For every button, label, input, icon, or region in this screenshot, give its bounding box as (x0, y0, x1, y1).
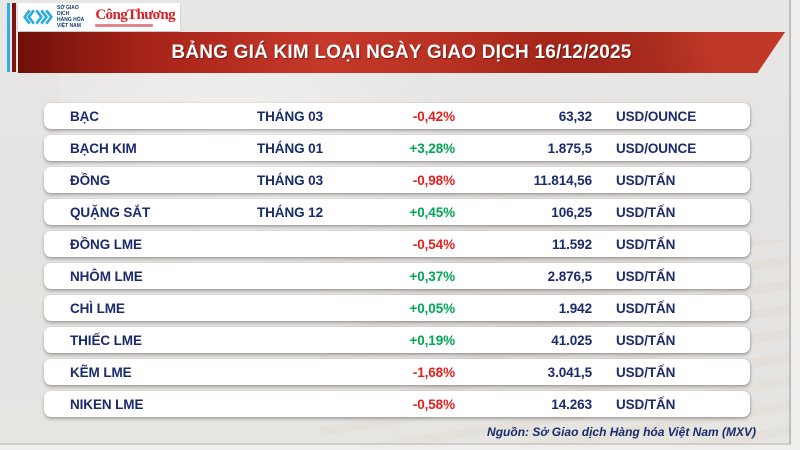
metal-name: KẼM LME (70, 364, 132, 380)
change-percent: +3,28% (409, 140, 455, 156)
metal-name: NHÔM LME (70, 268, 143, 284)
price-unit: USD/TẤN (616, 300, 676, 316)
mxv-wordmark-line: SỞ GIAO DỊCH (57, 5, 79, 17)
metal-name: ĐỒNG (70, 172, 111, 188)
price-value: 1.942 (558, 300, 592, 316)
card-edge (789, 0, 791, 444)
contract-month: THÁNG 03 (257, 172, 323, 188)
title-banner: BẢNG GIÁ KIM LOẠI NGÀY GIAO DỊCH 16/12/2… (18, 32, 785, 73)
price-value: 3.041,5 (547, 364, 592, 380)
mxv-wordmark-line: VIỆT NAM (57, 23, 81, 29)
price-unit: USD/TẤN (616, 204, 676, 220)
card-edge (0, 443, 791, 445)
change-percent: +0,05% (409, 300, 455, 316)
price-row: BẠCH KIM THÁNG 01 +3,28% 1.875,5 USD/OUN… (44, 135, 750, 161)
mxv-wordmark: SỞ GIAO DỊCH HÀNG HÓA VIỆT NAM (57, 5, 89, 29)
metal-name: BẠC (70, 108, 99, 124)
metal-name: NIKEN LME (70, 396, 144, 412)
price-row: BẠC THÁNG 03 -0,42% 63,32 USD/OUNCE (44, 103, 750, 129)
price-row: THIẾC LME +0,19% 41.025 USD/TẤN (44, 327, 750, 353)
change-percent: -0,42% (412, 108, 455, 124)
congthuong-tagline-bar (95, 23, 154, 27)
mxv-wordmark-line: HÀNG HÓA (57, 17, 85, 23)
price-value: 63,32 (558, 108, 592, 124)
price-row: ĐỒNG LME -0,54% 11.592 USD/TẤN (44, 231, 750, 257)
contract-month: THÁNG 12 (257, 204, 323, 220)
change-percent: +0,19% (409, 332, 455, 348)
metal-name: BẠCH KIM (70, 140, 137, 156)
price-unit: USD/OUNCE (616, 140, 697, 156)
price-unit: USD/TẤN (616, 172, 676, 188)
price-value: 41.025 (551, 332, 592, 348)
change-percent: -0,98% (412, 172, 455, 188)
price-unit: USD/TẤN (616, 236, 676, 252)
price-value: 11.592 (552, 236, 592, 252)
price-row: NIKEN LME -0,58% 14.263 USD/TẤN (44, 391, 750, 417)
change-percent: -0,54% (412, 236, 455, 252)
price-row: ĐỒNG THÁNG 03 -0,98% 11.814,56 USD/TẤN (44, 167, 750, 193)
page-title: BẢNG GIÁ KIM LOẠI NGÀY GIAO DỊCH 16/12/2… (171, 41, 632, 63)
price-value: 2.876,5 (547, 268, 592, 284)
change-percent: -1,68% (412, 364, 455, 380)
metal-name: CHÌ LME (70, 300, 125, 316)
mxv-logo-icon (23, 9, 53, 25)
card-edge (791, 0, 800, 450)
congthuong-wordmark: CôngThương (95, 6, 175, 23)
price-table: BẠC THÁNG 03 -0,42% 63,32 USD/OUNCE BẠCH… (44, 103, 750, 417)
price-row: KẼM LME -1,68% 3.041,5 USD/TẤN (44, 359, 750, 385)
price-unit: USD/OUNCE (616, 108, 697, 124)
logo-box: SỞ GIAO DỊCH HÀNG HÓA VIỆT NAM CôngThươn… (18, 3, 180, 31)
price-value: 11.814,56 (533, 172, 593, 188)
price-value: 1.875,5 (547, 140, 592, 156)
change-percent: +0,45% (409, 204, 455, 220)
accent-stripe-red (12, 3, 16, 72)
change-percent: +0,37% (409, 268, 455, 284)
source-note: Nguồn: Sở Giao dịch Hàng hóa Việt Nam (M… (487, 425, 756, 439)
price-unit: USD/TẤN (616, 332, 676, 348)
accent-stripe-cyan (7, 3, 10, 72)
price-row: NHÔM LME +0,37% 2.876,5 USD/TẤN (44, 263, 750, 289)
card-edge (0, 445, 791, 450)
price-unit: USD/TẤN (616, 268, 676, 284)
change-percent: -0,58% (412, 396, 455, 412)
congthuong-logo: CôngThương (95, 6, 176, 27)
price-row: CHÌ LME +0,05% 1.942 USD/TẤN (44, 295, 750, 321)
metal-name: ĐỒNG LME (70, 236, 142, 252)
price-value: 106,25 (551, 204, 592, 220)
price-row: QUẶNG SẮT THÁNG 12 +0,45% 106,25 USD/TẤN (44, 199, 750, 225)
contract-month: THÁNG 03 (257, 108, 323, 124)
metal-name: QUẶNG SẮT (70, 204, 151, 220)
price-unit: USD/TẤN (616, 364, 676, 380)
contract-month: THÁNG 01 (257, 140, 323, 156)
metal-name: THIẾC LME (70, 332, 142, 348)
price-unit: USD/TẤN (616, 396, 676, 412)
price-value: 14.263 (551, 396, 592, 412)
